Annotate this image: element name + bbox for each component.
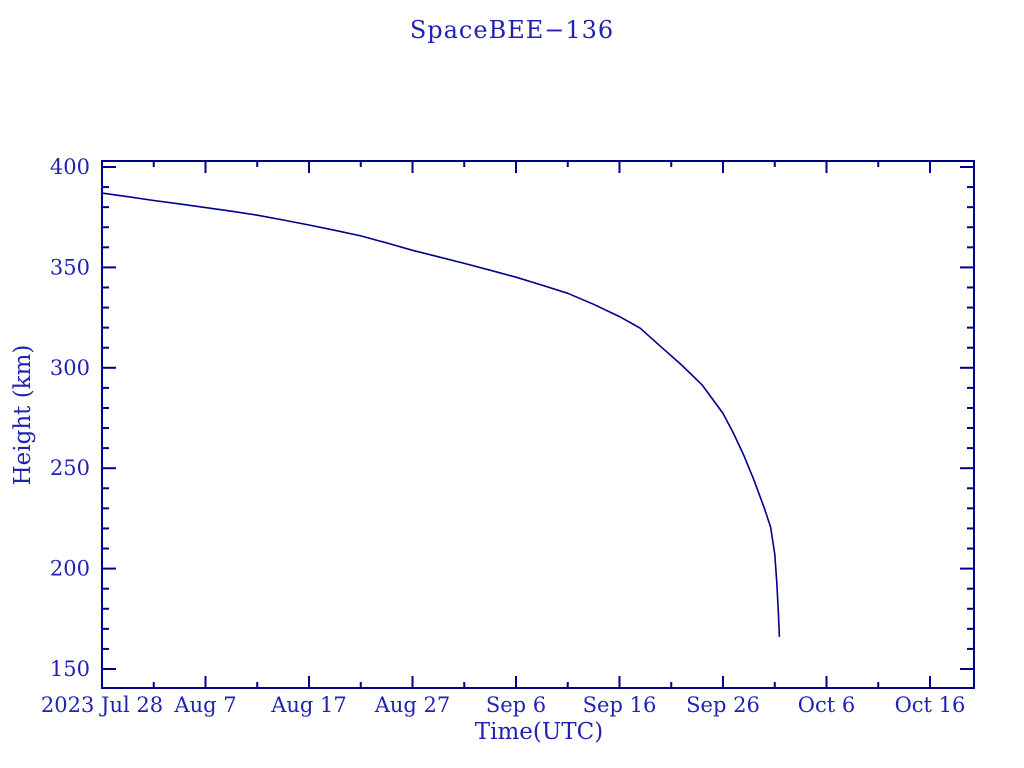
x-tick-label: Aug 17	[270, 693, 347, 717]
x-tick-label: Oct 6	[798, 693, 855, 717]
x-tick-label: Sep 26	[686, 693, 760, 717]
y-tick-label: 150	[50, 657, 90, 681]
height-decay-curve	[101, 192, 781, 637]
x-tick-label: Aug 7	[173, 693, 236, 717]
x-tick-label: Oct 16	[895, 693, 966, 717]
y-tick-label: 200	[50, 557, 90, 581]
y-axis-title: Height (km)	[10, 344, 36, 486]
x-tick-label: Aug 27	[374, 693, 451, 717]
chart-title: SpaceBEE−136	[409, 16, 615, 44]
y-tick-label: 300	[50, 356, 90, 380]
x-axis-title: Time(UTC)	[474, 719, 604, 745]
y-tick-label: 250	[50, 456, 90, 480]
y-tick-label: 350	[50, 255, 90, 279]
y-tick-label: 400	[50, 155, 90, 179]
x-tick-label: Sep 6	[486, 693, 546, 717]
x-tick-label: 2023 Jul 28	[41, 693, 163, 717]
plot-frame	[101, 160, 975, 689]
x-tick-label: Sep 16	[583, 693, 657, 717]
